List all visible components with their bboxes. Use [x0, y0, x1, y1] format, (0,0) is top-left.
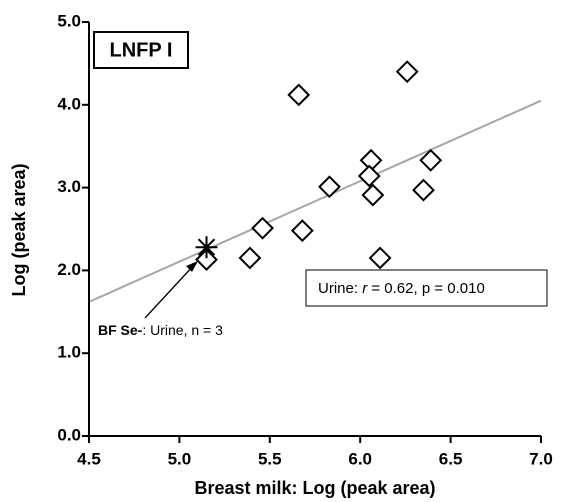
diamond-point: [368, 246, 392, 270]
diamond-point: [419, 148, 443, 172]
x-tick-label: 6.0: [348, 449, 372, 468]
stat-text: = 0.62, p = 0.010: [371, 280, 484, 297]
stat-annotation: Urine: r = 0.62, p = 0.010: [318, 280, 485, 297]
diamond-point: [287, 83, 311, 107]
x-tick-label: 5.0: [168, 449, 192, 468]
arrow-text: : Urine, n = 3: [142, 322, 223, 338]
x-axis-title: Breast milk: Log (peak area): [194, 478, 435, 498]
diamond-point: [318, 175, 341, 199]
diamond-point: [238, 246, 262, 270]
fit-line: [88, 99, 542, 303]
x-tick-label: 5.5: [258, 449, 282, 468]
x-tick-label: 6.5: [439, 449, 463, 468]
x-tick-label: 7.0: [529, 449, 553, 468]
panel-label: LNFP I: [110, 39, 173, 61]
arrow-head: [186, 261, 198, 272]
arrow-bold: BF Se-: [98, 322, 143, 338]
x-tick-label: 4.5: [77, 449, 101, 468]
y-tick-label: 1.0: [57, 343, 81, 362]
arrow-annotation: BF Se-: Urine, n = 3: [98, 322, 223, 338]
stat-prefix: Urine:: [318, 280, 358, 297]
diamond-point: [412, 178, 435, 202]
diamond-point: [251, 216, 274, 240]
y-tick-label: 5.0: [57, 11, 81, 30]
y-tick-label: 3.0: [57, 177, 81, 196]
stat-box: [305, 269, 548, 307]
asterisk-point: [195, 236, 218, 259]
stat-symbol: r: [362, 280, 368, 297]
diamond-point: [361, 183, 385, 207]
diamond-point: [195, 248, 218, 272]
y-tick-label: 2.0: [57, 260, 81, 279]
y-tick-label: 0.0: [57, 425, 81, 444]
diamond-point: [290, 219, 314, 243]
y-axis-title: Log (peak area): [9, 163, 29, 296]
arrow-line: [144, 264, 195, 319]
y-tick-label: 4.0: [57, 94, 81, 113]
panel-label-box: [93, 31, 189, 69]
diamond-point: [357, 164, 381, 188]
diamond-point: [395, 60, 419, 84]
